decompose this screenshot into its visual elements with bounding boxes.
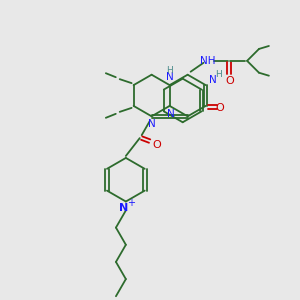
Text: N: N	[209, 75, 217, 85]
Text: O: O	[215, 103, 224, 113]
Text: N: N	[167, 109, 175, 119]
Text: N: N	[166, 72, 173, 82]
Text: N: N	[148, 119, 155, 129]
Text: H: H	[166, 66, 173, 75]
Text: N: N	[119, 203, 128, 214]
Text: O: O	[225, 76, 234, 85]
Text: O: O	[152, 140, 161, 150]
Text: NH: NH	[200, 56, 215, 66]
Text: +: +	[127, 199, 135, 208]
Text: H: H	[215, 70, 222, 79]
